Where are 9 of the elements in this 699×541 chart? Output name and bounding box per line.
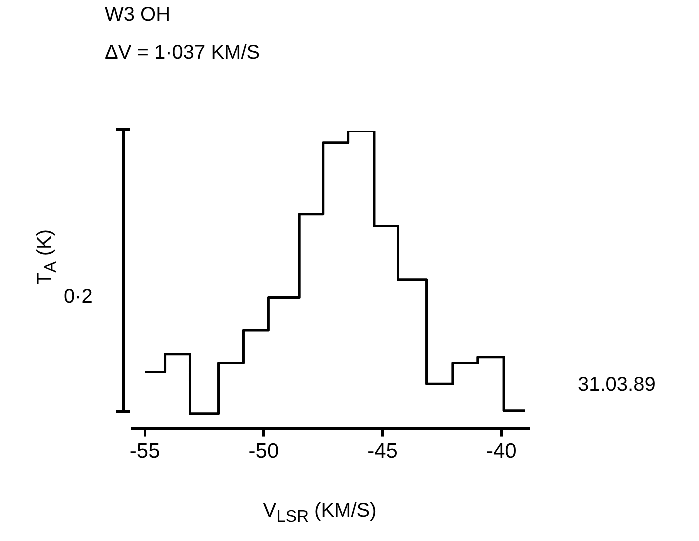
x-axis-title: V$_{LSR}$ (KM/S) bbox=[262, 500, 378, 527]
x-tick-label: -40 bbox=[486, 440, 517, 464]
x-tick-label: -50 bbox=[248, 440, 280, 464]
chart-subtitle: ΔV = 1·037 KM/S bbox=[105, 42, 260, 65]
text: 0·2 bbox=[64, 286, 93, 309]
chart-title: W3 OH bbox=[105, 4, 171, 27]
text: 31.03.89 bbox=[578, 374, 656, 397]
x-tick-label: -55 bbox=[130, 440, 160, 464]
x-tick-label: -45 bbox=[368, 440, 398, 464]
